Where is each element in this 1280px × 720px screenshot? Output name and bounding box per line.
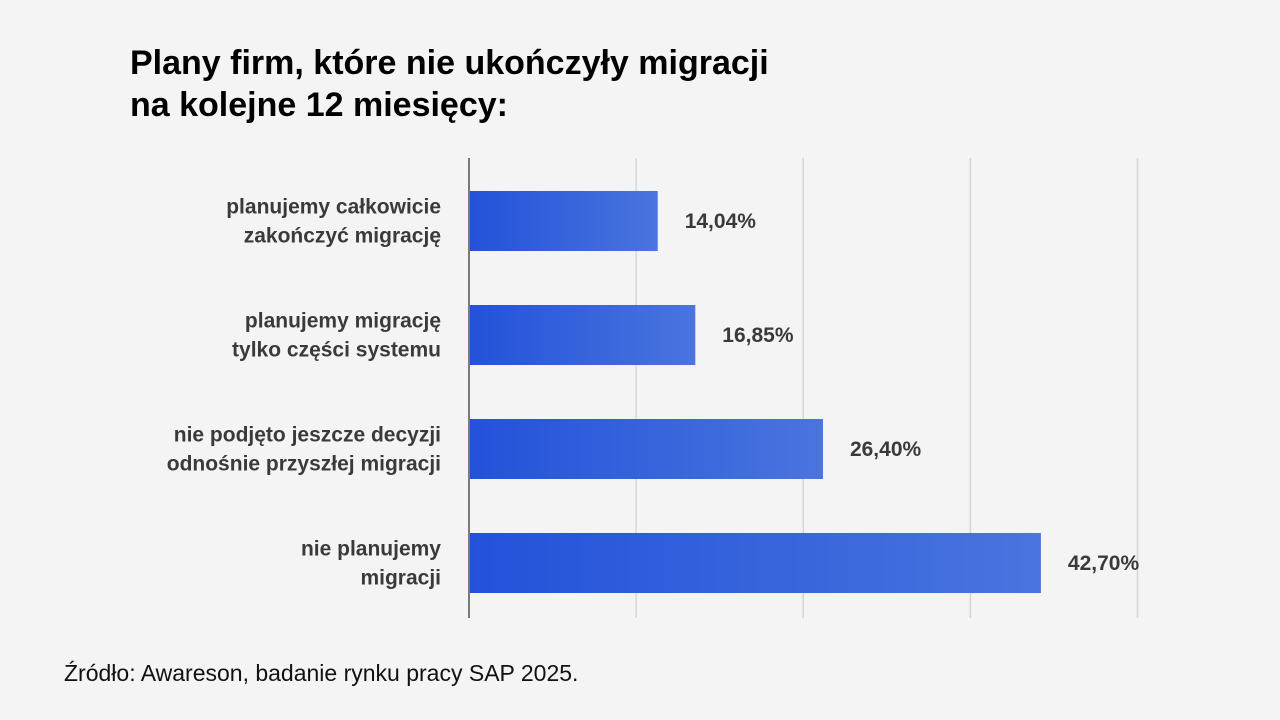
bar bbox=[470, 191, 658, 251]
labels: 14,04% planujemy całkowicie zakończyć migr… bbox=[167, 196, 1140, 590]
source-note: Źródło: Awareson, badanie rynku pracy SA… bbox=[64, 660, 579, 686]
data-label: 26,40% bbox=[850, 438, 922, 461]
data-label: 14,04% bbox=[685, 210, 757, 233]
category-label: planujemy migrację bbox=[245, 310, 441, 333]
category-label: planujemy całkowicie bbox=[226, 196, 441, 219]
category-label: migracji bbox=[360, 567, 441, 590]
bar bbox=[470, 419, 823, 479]
category-label: tylko części systemu bbox=[232, 339, 441, 362]
category-label: nie planujemy bbox=[301, 538, 441, 561]
category-label: zakończyć migrację bbox=[244, 225, 441, 248]
category-label: nie podjęto jeszcze decyzji bbox=[174, 424, 441, 447]
data-label: 42,70% bbox=[1068, 552, 1140, 575]
chart-title-line-1: Plany firm, które nie ukończyły migracji bbox=[130, 44, 769, 82]
bar bbox=[470, 533, 1041, 593]
data-label: 16,85% bbox=[722, 324, 794, 347]
chart-title: Plany firm, które nie ukończyły migracji… bbox=[130, 42, 769, 126]
bars bbox=[470, 191, 1041, 593]
chart-title-line-2: na kolejne 12 miesięcy: bbox=[130, 86, 508, 124]
bar bbox=[470, 305, 696, 365]
category-label: odnośnie przyszłej migracji bbox=[167, 453, 441, 476]
